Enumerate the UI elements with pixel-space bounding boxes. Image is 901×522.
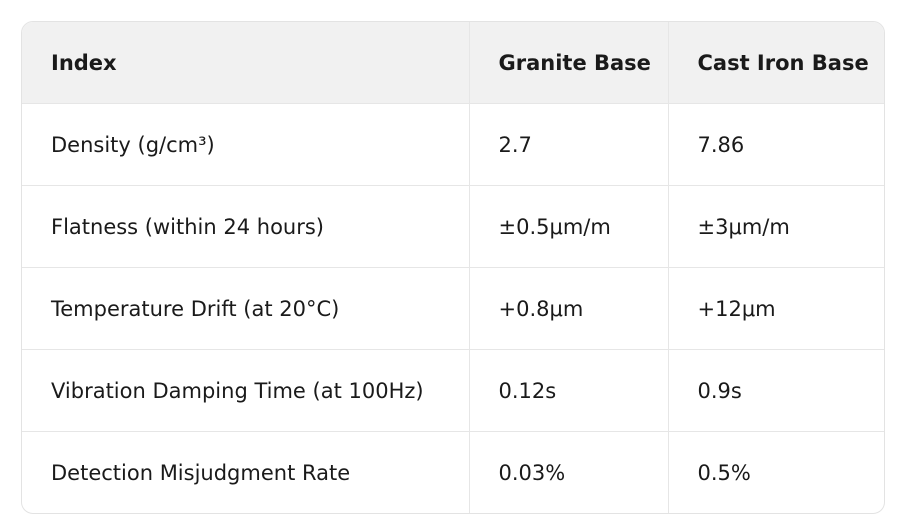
- table-body: Density (g/cm³) 2.7 7.86 Flatness (within 2…: [22, 103, 884, 513]
- table-row: Density (g/cm³) 2.7 7.86: [22, 103, 884, 186]
- table-cell: 0.12s: [468, 349, 668, 432]
- table-cell: 0.03%: [468, 431, 668, 513]
- table-row: Temperature Drift (at 20°C) +0.8μm +12μm: [22, 267, 884, 350]
- header-row: Index Granite Base Cast Iron Base: [22, 22, 884, 104]
- table-container: Index Granite Base Cast Iron Base Density …: [21, 21, 885, 514]
- header-cell: Granite Base: [468, 22, 668, 104]
- table-cell: ±0.5μm/m: [468, 185, 668, 268]
- table-row: Detection Misjudgment Rate 0.03% 0.5%: [22, 431, 884, 513]
- table-cell: Detection Misjudgment Rate: [51, 460, 351, 485]
- header-cell: Cast Iron Base: [667, 22, 884, 104]
- table-cell: +0.8μm: [468, 267, 668, 350]
- table-cell: 0.9s: [667, 349, 884, 432]
- header-cell: Index: [22, 22, 469, 104]
- table-row: Flatness (within 24 hours) ±0.5μm/m ±3μm/m: [22, 185, 884, 268]
- table-cell: +12μm: [667, 267, 884, 350]
- table-cell: ±3μm/m: [667, 185, 884, 268]
- table-cell: 0.5%: [667, 431, 884, 513]
- table-cell: Temperature Drift (at 20°C): [22, 267, 469, 350]
- table-cell: Density (g/cm³): [22, 103, 469, 186]
- table-row: Vibration Damping Time (at 100Hz) 0.12s 0.…: [22, 349, 884, 432]
- table-cell: Flatness (within 24 hours): [22, 185, 469, 268]
- table-cell: Vibration Damping Time (at 100Hz): [22, 349, 469, 432]
- comparison-table: Index Granite Base Cast Iron Base Density …: [22, 22, 884, 513]
- table-cell: 2.7: [468, 103, 668, 186]
- table-cell: 7.86: [667, 103, 884, 186]
